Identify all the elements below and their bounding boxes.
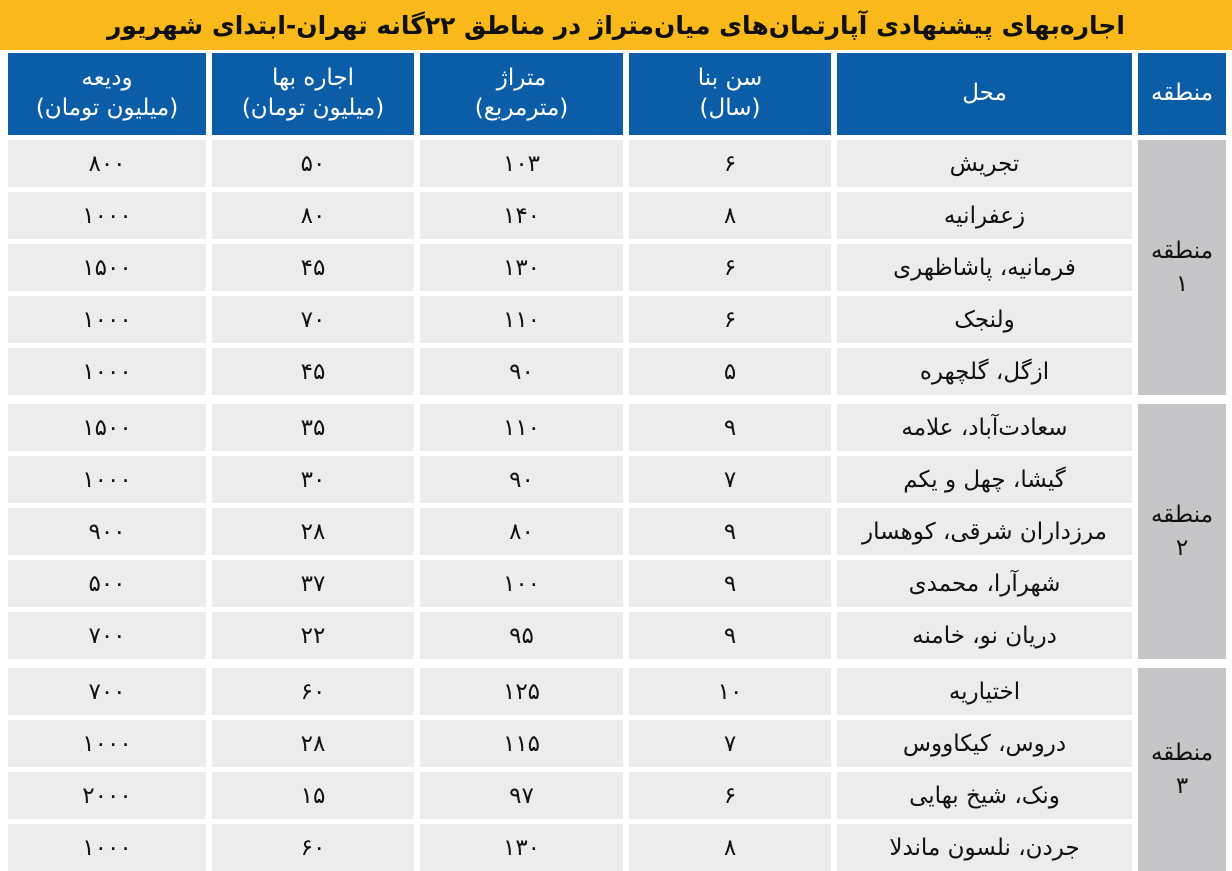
deposit-cell: ۷۰۰ — [8, 668, 206, 715]
location-cell: ونک، شیخ بهایی — [837, 772, 1132, 819]
location-cell: سعادت‌آباد، علامه — [837, 404, 1132, 451]
header-label: محل — [962, 80, 1007, 107]
deposit-cell: ۱۰۰۰ — [8, 296, 206, 343]
building-age-cell: ۹ — [629, 404, 831, 451]
header-label: متراژ — [496, 65, 547, 92]
header-label: اجاره بها — [271, 65, 355, 92]
header-deposit: ودیعه (میلیون تومان) — [8, 53, 206, 135]
rent-cell: ۳۷ — [212, 560, 414, 607]
header-unit: (سال) — [699, 95, 761, 121]
header-label: ودیعه — [81, 65, 133, 92]
deposit-cell: ۷۰۰ — [8, 612, 206, 659]
deposit-cell: ۱۵۰۰ — [8, 244, 206, 291]
header-location: محل — [837, 53, 1132, 135]
area-cell: ۹۵ — [420, 612, 623, 659]
header-building-age: سن بنا (سال) — [629, 53, 831, 135]
location-cell: زعفرانیه — [837, 192, 1132, 239]
building-age-cell: ۶ — [629, 296, 831, 343]
deposit-cell: ۱۰۰۰ — [8, 824, 206, 871]
rent-cell: ۵۰ — [212, 140, 414, 187]
area-cell: ۱۱۰ — [420, 404, 623, 451]
area-cell: ۱۳۰ — [420, 824, 623, 871]
deposit-cell: ۱۰۰۰ — [8, 192, 206, 239]
deposit-cell: ۲۰۰۰ — [8, 772, 206, 819]
location-cell: جردن، نلسون ماندلا — [837, 824, 1132, 871]
location-cell: ولنجک — [837, 296, 1132, 343]
rent-cell: ۳۵ — [212, 404, 414, 451]
header-label: منطقه — [1150, 80, 1214, 107]
building-age-cell: ۱۰ — [629, 668, 831, 715]
rent-table: منطقه محل سن بنا (سال) متراژ (مترمربع) اجاره ب… — [8, 53, 1226, 871]
area-cell: ۱۰۳ — [420, 140, 623, 187]
region-number: ۱ — [1175, 270, 1189, 297]
area-cell: ۹۷ — [420, 772, 623, 819]
area-cell: ۱۳۰ — [420, 244, 623, 291]
deposit-cell: ۱۰۰۰ — [8, 720, 206, 767]
area-cell: ۱۱۰ — [420, 296, 623, 343]
location-cell: مرزداران شرقی، کوهسار — [837, 508, 1132, 555]
building-age-cell: ۸ — [629, 824, 831, 871]
table-title: اجاره‌بهای پیشنهادی آپارتمان‌های میان‌مت… — [0, 0, 1232, 50]
deposit-cell: ۸۰۰ — [8, 140, 206, 187]
area-cell: ۱۲۵ — [420, 668, 623, 715]
header-rent: اجاره بها (میلیون تومان) — [212, 53, 414, 135]
header-unit: (مترمربع) — [474, 95, 569, 121]
location-cell: تجریش — [837, 140, 1132, 187]
rent-cell: ۲۲ — [212, 612, 414, 659]
building-age-cell: ۵ — [629, 348, 831, 395]
area-cell: ۸۰ — [420, 508, 623, 555]
region-label: منطقه — [1150, 238, 1214, 265]
location-cell: دریان نو، خامنه — [837, 612, 1132, 659]
area-cell: ۹۰ — [420, 348, 623, 395]
area-cell: ۱۱۵ — [420, 720, 623, 767]
header-unit: (میلیون تومان) — [35, 95, 179, 121]
area-cell: ۹۰ — [420, 456, 623, 503]
region-cell: منطقه ۳ — [1138, 668, 1226, 871]
rent-cell: ۳۰ — [212, 456, 414, 503]
region-label: منطقه — [1150, 502, 1214, 529]
building-age-cell: ۶ — [629, 140, 831, 187]
building-age-cell: ۹ — [629, 612, 831, 659]
location-cell: اختیاریه — [837, 668, 1132, 715]
area-cell: ۱۴۰ — [420, 192, 623, 239]
rent-cell: ۴۵ — [212, 244, 414, 291]
location-cell: ازگل، گلچهره — [837, 348, 1132, 395]
deposit-cell: ۹۰۰ — [8, 508, 206, 555]
building-age-cell: ۹ — [629, 560, 831, 607]
building-age-cell: ۸ — [629, 192, 831, 239]
location-cell: فرمانیه، پاشاظهری — [837, 244, 1132, 291]
rent-cell: ۲۸ — [212, 720, 414, 767]
deposit-cell: ۱۰۰۰ — [8, 456, 206, 503]
deposit-cell: ۵۰۰ — [8, 560, 206, 607]
header-area: متراژ (مترمربع) — [420, 53, 623, 135]
building-age-cell: ۶ — [629, 772, 831, 819]
rent-cell: ۷۰ — [212, 296, 414, 343]
rent-cell: ۸۰ — [212, 192, 414, 239]
building-age-cell: ۷ — [629, 456, 831, 503]
rent-cell: ۲۸ — [212, 508, 414, 555]
region-cell: منطقه ۲ — [1138, 404, 1226, 659]
rent-cell: ۶۰ — [212, 824, 414, 871]
building-age-cell: ۹ — [629, 508, 831, 555]
header-region: منطقه — [1138, 53, 1226, 135]
region-cell: منطقه ۱ — [1138, 140, 1226, 395]
header-unit: (میلیون تومان) — [241, 95, 385, 121]
building-age-cell: ۷ — [629, 720, 831, 767]
location-cell: شهرآرا، محمدی — [837, 560, 1132, 607]
rent-cell: ۴۵ — [212, 348, 414, 395]
region-label: منطقه — [1150, 740, 1214, 767]
location-cell: گیشا، چهل و یکم — [837, 456, 1132, 503]
area-cell: ۱۰۰ — [420, 560, 623, 607]
building-age-cell: ۶ — [629, 244, 831, 291]
rent-cell: ۱۵ — [212, 772, 414, 819]
rent-cell: ۶۰ — [212, 668, 414, 715]
region-number: ۲ — [1175, 534, 1189, 561]
location-cell: دروس، کیکاووس — [837, 720, 1132, 767]
region-number: ۳ — [1175, 772, 1189, 799]
header-label: سن بنا — [697, 65, 763, 92]
deposit-cell: ۱۵۰۰ — [8, 404, 206, 451]
deposit-cell: ۱۰۰۰ — [8, 348, 206, 395]
